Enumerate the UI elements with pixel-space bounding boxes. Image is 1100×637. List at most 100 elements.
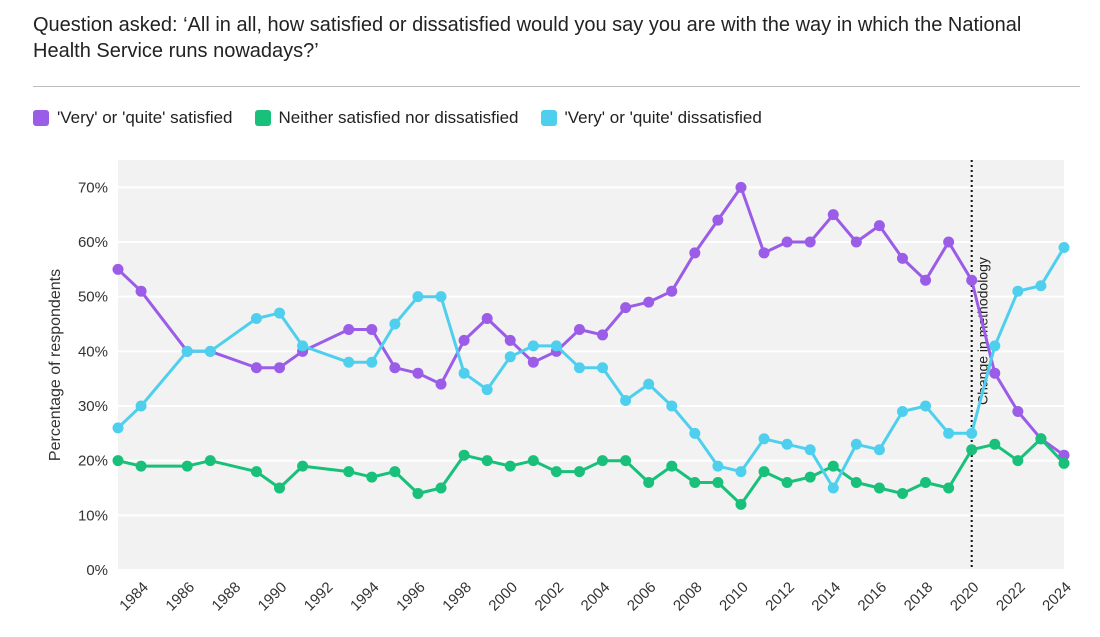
data-point-1-1994 [366,471,378,483]
x-tick-label-2024: 2024 [1039,579,1075,615]
legend-item-satisfied[interactable]: 'Very' or 'quite' satisfied [33,108,233,128]
data-point-0-1997 [435,378,447,390]
data-point-0-1995 [389,362,401,374]
series-layer [112,181,1070,510]
data-point-1-2011 [758,466,770,478]
y-tick-label-0: 0% [86,562,108,579]
chart-legend: 'Very' or 'quite' satisfied Neither sati… [33,108,784,128]
data-point-1-2009 [712,477,724,489]
data-point-1-1998 [458,449,470,461]
gridlines [118,186,1064,571]
data-point-2-2020 [966,427,978,439]
x-tick-label-2002: 2002 [532,579,568,615]
x-tick-label-2022: 2022 [993,579,1029,615]
data-point-2-1996 [412,291,424,303]
data-point-2-2021 [989,340,1001,352]
x-tick-label-1998: 1998 [439,579,475,615]
x-tick-label-1986: 1986 [162,579,198,615]
data-point-1-2023 [1035,433,1047,445]
data-point-0-1983 [112,263,124,275]
data-point-0-2000 [504,334,516,346]
y-tick-label-30: 30% [78,398,108,415]
data-point-0-2011 [758,247,770,259]
data-point-0-2007 [666,285,678,297]
data-point-1-2005 [620,455,632,467]
data-point-1-2012 [781,477,793,489]
annotation-layer: Change in methodology [970,160,991,570]
data-point-2-2019 [943,427,955,439]
data-point-0-1984 [135,285,147,297]
legend-item-neither[interactable]: Neither satisfied nor dissatisfied [254,108,519,128]
data-point-2-2007 [666,400,678,412]
legend-swatch-satisfied [33,110,49,126]
data-point-2-1997 [435,291,447,303]
legend-label-dissatisfied: 'Very' or 'quite' dissatisfied [564,108,762,127]
data-point-0-2009 [712,214,724,226]
data-point-1-1997 [435,482,447,494]
y-tick-label-70: 70% [78,179,108,196]
data-point-0-2024 [1058,449,1070,461]
data-point-2-2003 [573,362,585,374]
legend-label-satisfied: 'Very' or 'quite' satisfied [57,108,233,127]
data-point-0-2004 [597,329,609,341]
data-point-2-2014 [827,482,839,494]
data-point-2-2006 [643,378,655,390]
data-point-2-2000 [504,351,516,363]
data-point-2-1991 [297,340,309,352]
data-point-1-2000 [504,460,516,472]
data-point-2-1984 [135,400,147,412]
data-point-1-1990 [274,482,286,494]
data-point-0-2015 [850,236,862,248]
x-tick-label-2000: 2000 [485,579,521,615]
data-point-0-2019 [943,236,955,248]
y-tick-label-50: 50% [78,289,108,306]
data-point-0-2017 [896,252,908,264]
data-point-2-1999 [481,384,493,396]
data-point-1-2006 [643,477,655,489]
data-point-2-1998 [458,367,470,379]
data-point-2-2015 [850,438,862,450]
data-point-2-2024 [1058,241,1070,253]
data-point-2-1989 [250,313,262,325]
y-axis-ticks: 0% 10% 20% 30% 40% 50% 60% 70% [78,179,108,579]
data-point-0-2012 [781,236,793,248]
data-point-1-1995 [389,466,401,478]
data-point-1-2001 [527,455,539,467]
data-point-2-2022 [1012,285,1024,297]
data-point-1-1986 [181,460,193,472]
data-point-2-1983 [112,422,124,434]
data-point-2-1995 [389,318,401,330]
x-tick-label-2020: 2020 [947,579,983,615]
data-point-1-1983 [112,455,124,467]
y-tick-label-20: 20% [78,453,108,470]
data-point-2-2013 [804,444,816,456]
chart-question-title: Question asked: ‘All in all, how satisfi… [33,14,1022,62]
data-point-1-1991 [297,460,309,472]
data-point-0-2003 [573,323,585,335]
x-tick-label-2016: 2016 [855,579,891,615]
series-1 [112,433,1070,510]
data-point-0-1999 [481,313,493,325]
x-tick-label-2012: 2012 [762,579,798,615]
data-point-0-2020 [966,274,978,286]
data-point-2-2018 [920,400,932,412]
data-point-1-2008 [689,477,701,489]
data-point-2-2005 [620,395,632,407]
x-tick-label-1984: 1984 [116,579,152,615]
data-point-2-2009 [712,460,724,472]
data-point-2-2023 [1035,280,1047,292]
y-axis-label: Percentage of respondents [47,269,64,461]
data-point-1-2018 [920,477,932,489]
data-point-1-2007 [666,460,678,472]
data-point-1-2002 [550,466,562,478]
data-point-2-1990 [274,307,286,319]
data-point-2-2004 [597,362,609,374]
legend-item-dissatisfied[interactable]: 'Very' or 'quite' dissatisfied [540,108,762,128]
data-point-1-2015 [850,477,862,489]
data-point-0-1989 [250,362,262,374]
legend-label-neither: Neither satisfied nor dissatisfied [278,108,519,127]
x-tick-label-1992: 1992 [301,579,337,615]
data-point-0-2013 [804,236,816,248]
data-point-0-1998 [458,334,470,346]
x-tick-label-2010: 2010 [716,579,752,615]
